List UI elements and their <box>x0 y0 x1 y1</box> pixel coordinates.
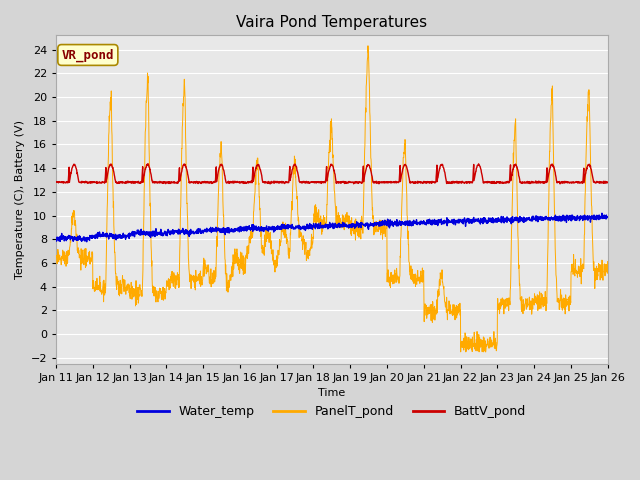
Y-axis label: Temperature (C), Battery (V): Temperature (C), Battery (V) <box>15 120 25 279</box>
Legend: Water_temp, PanelT_pond, BattV_pond: Water_temp, PanelT_pond, BattV_pond <box>132 400 531 423</box>
X-axis label: Time: Time <box>318 388 346 398</box>
Text: VR_pond: VR_pond <box>61 48 114 61</box>
Title: Vaira Pond Temperatures: Vaira Pond Temperatures <box>236 15 428 30</box>
